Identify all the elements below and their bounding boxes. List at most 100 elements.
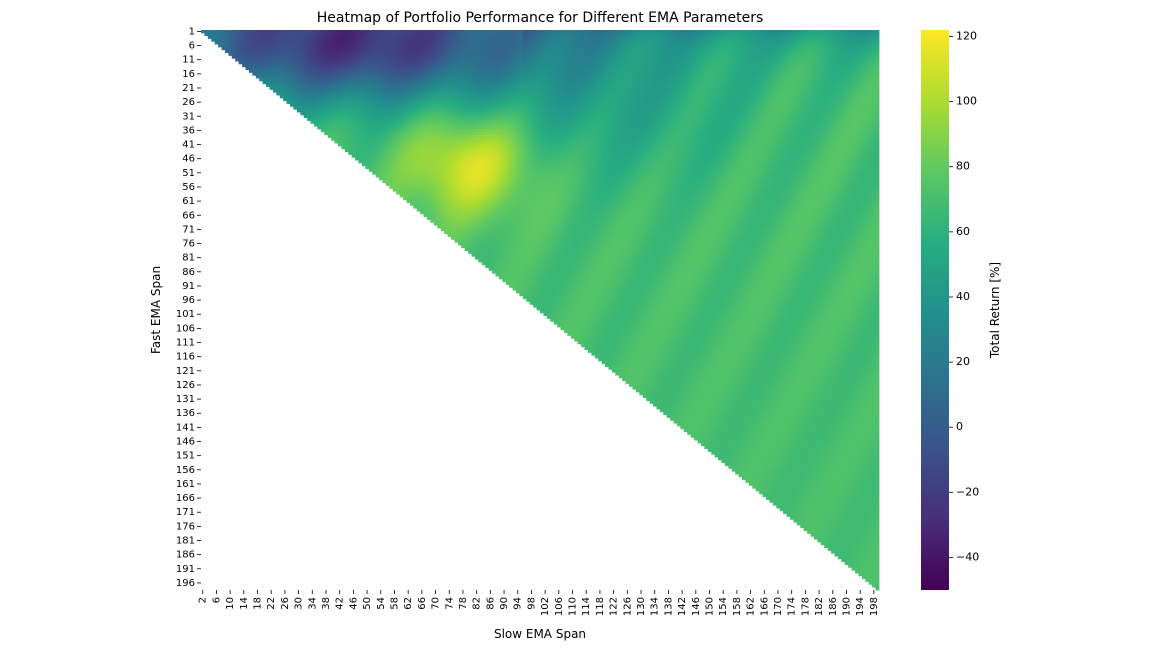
heatmap-cell [875, 69, 880, 73]
heatmap-cell [327, 69, 332, 73]
heatmap-cell [546, 80, 551, 85]
heatmap-cell [279, 83, 284, 87]
heatmap-cell [786, 32, 791, 37]
heatmap-cell [361, 35, 366, 39]
heatmap-cell [766, 78, 770, 82]
heatmap-cell [827, 52, 832, 56]
heatmap-cell [420, 95, 424, 99]
heatmap-cell [707, 89, 712, 93]
heatmap-cell [587, 44, 592, 48]
heatmap-cell [594, 38, 599, 42]
heatmap-cell [831, 61, 835, 65]
heatmap-cell [659, 46, 664, 51]
heatmap-cell [348, 46, 353, 51]
heatmap-cell [601, 30, 606, 34]
heatmap-cell [591, 83, 596, 87]
heatmap-cell [320, 55, 325, 59]
heatmap-cell [272, 35, 277, 39]
heatmap-cell [745, 83, 750, 87]
heatmap-cell [450, 72, 455, 76]
heatmap-cell [529, 63, 534, 68]
heatmap-cell [844, 103, 849, 107]
heatmap-cell [851, 86, 856, 90]
heatmap-cell [742, 78, 746, 82]
heatmap-cell [827, 49, 832, 54]
heatmap-cell [413, 66, 418, 70]
heatmap-cell [676, 63, 681, 68]
heatmap-cell [786, 80, 791, 85]
heatmap-cell [266, 44, 270, 48]
heatmap-cell [255, 63, 260, 68]
heatmap-cell [512, 89, 517, 93]
heatmap-cell [235, 49, 240, 54]
heatmap-cell [433, 89, 438, 93]
heatmap-cell [700, 52, 705, 56]
heatmap-cell [533, 103, 537, 107]
heatmap-cell [820, 44, 825, 48]
heatmap-cell [748, 80, 753, 85]
heatmap-cell [269, 55, 274, 59]
heatmap-cell [697, 97, 702, 102]
heatmap-cell [300, 69, 305, 73]
heatmap-cell [505, 44, 510, 48]
heatmap-cell [848, 89, 852, 93]
heatmap-cell [341, 83, 346, 87]
heatmap-cell [594, 41, 599, 45]
heatmap-cell [427, 86, 431, 90]
heatmap-cell [314, 52, 318, 56]
heatmap-cell [279, 69, 284, 73]
heatmap-cell [711, 49, 716, 54]
heatmap-cell [748, 95, 753, 99]
heatmap-cell [300, 95, 305, 99]
heatmap-cell [776, 41, 781, 45]
heatmap-cell [279, 92, 284, 96]
heatmap-cell [855, 103, 859, 107]
heatmap-cell [450, 63, 455, 68]
heatmap-cell [334, 80, 339, 85]
heatmap-cell [413, 89, 418, 93]
heatmap-cell [800, 92, 805, 96]
heatmap-cell [351, 89, 356, 93]
heatmap-cell [834, 61, 839, 65]
heatmap-cell [334, 78, 339, 82]
heatmap-cell [656, 92, 661, 96]
heatmap-cell [447, 100, 452, 104]
heatmap-cell [817, 44, 822, 48]
heatmap-cell [766, 52, 770, 56]
heatmap-cell [810, 78, 815, 82]
heatmap-cell [632, 41, 637, 45]
heatmap-cell [396, 100, 400, 104]
heatmap-cell [721, 61, 726, 65]
heatmap-cell [409, 69, 414, 73]
heatmap-cell [670, 92, 674, 96]
heatmap-cell [529, 83, 534, 87]
heatmap-cell [509, 72, 513, 76]
heatmap-cell [786, 78, 791, 82]
heatmap-cell [632, 32, 637, 37]
heatmap-cell [283, 78, 287, 82]
heatmap-cell [437, 92, 442, 96]
heatmap-cell [553, 44, 558, 48]
heatmap-cell [841, 92, 846, 96]
heatmap-cell [759, 92, 763, 96]
heatmap-cell [485, 89, 490, 93]
heatmap-cell [759, 30, 763, 34]
heatmap-cell [427, 38, 431, 42]
heatmap-cell [690, 100, 695, 104]
heatmap-cell [512, 86, 517, 90]
heatmap-cell [334, 30, 339, 34]
heatmap-cell [834, 83, 839, 87]
heatmap-cell [389, 58, 394, 62]
heatmap-cell [769, 41, 774, 45]
heatmap-cell [290, 97, 294, 102]
heatmap-cell [516, 69, 520, 73]
heatmap-cell [290, 75, 294, 79]
heatmap-cell [259, 78, 264, 82]
heatmap-cell [759, 66, 763, 70]
heatmap-cell [396, 58, 400, 62]
heatmap-cell [694, 46, 698, 51]
heatmap-cell [416, 35, 421, 39]
heatmap-cell [396, 69, 400, 73]
heatmap-cell [618, 55, 623, 59]
heatmap-cell [587, 75, 592, 79]
